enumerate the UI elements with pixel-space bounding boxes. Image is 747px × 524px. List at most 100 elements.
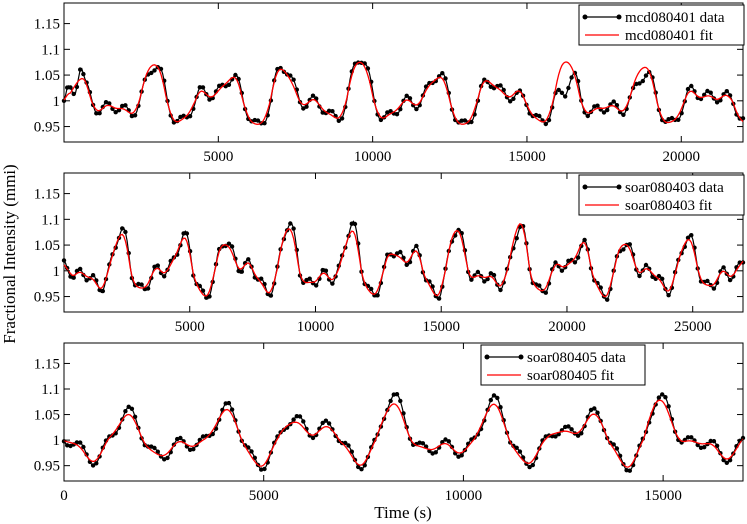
data-point — [643, 73, 649, 78]
data-point — [666, 117, 671, 122]
data-point — [200, 85, 206, 90]
data-point — [637, 81, 642, 86]
data-point — [181, 231, 186, 236]
data-point — [598, 285, 603, 290]
data-point — [132, 113, 138, 118]
data-point — [74, 440, 80, 445]
x-tick-label: 20000 — [548, 319, 586, 335]
data-point — [326, 421, 332, 426]
data-point — [301, 106, 306, 111]
series-line-2-2 — [63, 222, 744, 298]
data-point — [462, 118, 468, 123]
legend-label: soar080403 data — [625, 180, 724, 196]
data-point — [68, 85, 73, 90]
legend-box — [578, 4, 745, 46]
data-point — [430, 284, 435, 289]
data-point — [339, 116, 345, 121]
data-point — [627, 242, 632, 247]
data-point — [575, 433, 581, 438]
data-point — [184, 231, 190, 236]
data-point — [123, 229, 128, 235]
data-point — [685, 86, 691, 92]
data-point — [627, 468, 632, 473]
data-point — [346, 443, 351, 448]
data-point — [301, 419, 306, 424]
data-point — [207, 294, 212, 299]
data-point — [721, 265, 726, 270]
data-point — [103, 100, 109, 105]
y-tick-label: 1.1 — [41, 382, 60, 398]
data-point — [175, 118, 180, 124]
data-point — [162, 457, 167, 462]
x-tick-label: 5000 — [175, 319, 205, 335]
data-point — [162, 274, 167, 279]
data-point — [585, 113, 590, 119]
data-point — [643, 262, 649, 268]
data-point — [262, 121, 267, 126]
data-point — [323, 268, 329, 273]
data-point — [708, 90, 713, 95]
data-point — [343, 440, 348, 446]
x-tick-label: 15000 — [508, 149, 546, 165]
data-point — [388, 398, 393, 404]
data-point — [197, 85, 202, 90]
data-point — [404, 93, 409, 99]
data-point — [656, 273, 662, 279]
data-point — [320, 420, 325, 426]
data-point — [660, 392, 665, 397]
data-point — [262, 466, 267, 472]
data-point — [178, 435, 183, 441]
data-point — [233, 72, 238, 78]
data-point — [78, 440, 83, 445]
data-point — [575, 255, 581, 260]
data-point — [566, 424, 571, 429]
data-point — [113, 110, 118, 115]
data-point — [259, 276, 264, 281]
y-tick-label: 1 — [53, 94, 61, 110]
data-point — [588, 407, 594, 413]
data-point — [90, 273, 96, 278]
data-point — [252, 455, 257, 460]
data-point — [291, 77, 296, 82]
data-point — [310, 93, 316, 98]
data-point — [78, 266, 83, 272]
data-point — [375, 293, 380, 298]
data-point — [223, 401, 228, 406]
data-point — [601, 110, 607, 115]
data-point — [129, 406, 135, 411]
data-point — [689, 83, 694, 89]
data-point — [491, 272, 497, 278]
data-point — [187, 114, 193, 119]
data-point — [330, 281, 335, 286]
data-point — [656, 395, 662, 400]
data-point — [229, 244, 235, 249]
data-point — [84, 278, 89, 283]
data-point — [517, 449, 523, 454]
data-point — [65, 443, 70, 448]
plot-frame-3 — [63, 342, 744, 482]
data-point — [71, 275, 76, 280]
data-point — [420, 441, 426, 446]
data-point — [394, 392, 400, 397]
data-point — [501, 87, 506, 93]
data-point — [689, 233, 694, 238]
data-point — [530, 462, 535, 468]
y-tick-label: 1.15 — [34, 187, 60, 203]
legend-1: mcd080401 data mcd080401 fit — [578, 4, 745, 46]
data-point — [152, 445, 157, 451]
data-point — [307, 276, 312, 281]
data-point — [488, 271, 493, 276]
y-axis-title: Fractional Intensity (mmi) — [0, 164, 19, 343]
data-point — [485, 276, 490, 282]
y-tick-label: 0.95 — [34, 459, 60, 475]
data-point — [702, 445, 707, 450]
data-point — [81, 71, 86, 77]
data-point — [666, 404, 671, 409]
data-point — [711, 439, 717, 444]
data-point — [145, 286, 151, 291]
data-point — [94, 111, 99, 116]
data-point — [132, 414, 138, 419]
data-point — [336, 118, 341, 124]
data-point — [200, 434, 206, 439]
